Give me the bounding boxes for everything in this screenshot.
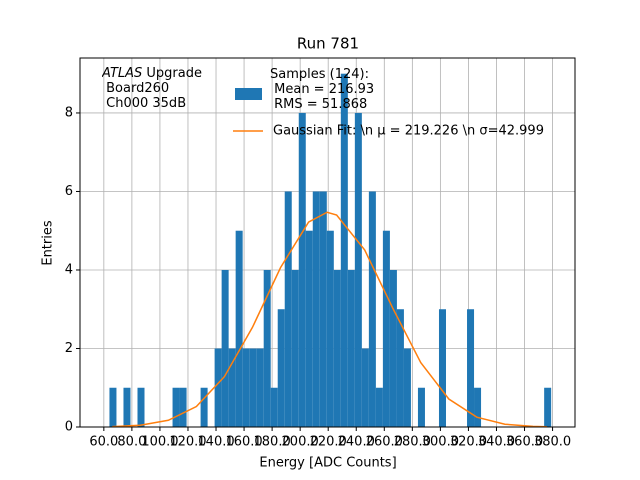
x-tick-label: 360.0 [506,435,543,450]
bar [467,309,475,427]
annotation-italic: ATLAS [102,66,143,81]
x-tick-label: 140.0 [197,435,234,450]
bar [396,309,404,427]
x-tick-label: 60.0 [89,435,118,450]
bar [137,387,145,427]
legend-label: Gaussian Fit: \n μ = 219.226 \n σ=42.999 [273,124,544,139]
bar [347,269,355,427]
bar [179,387,187,427]
bar [417,387,425,427]
bar [242,348,250,427]
bar [333,269,341,427]
bar [109,387,117,427]
x-tick-label: 120.0 [169,435,206,450]
legend-swatch [235,88,262,100]
chart-title: Run 781 [297,35,359,53]
x-tick-label: 260.0 [366,435,403,450]
annotation-text: Upgrade Board260 Ch000 35dB [106,66,202,111]
bar [235,230,243,427]
y-tick-label: 2 [65,341,73,356]
x-tick-label: 380.0 [534,435,571,450]
x-tick-label: 200.0 [282,435,319,450]
bar [340,73,348,428]
x-tick-label: 80.0 [117,435,146,450]
bar [284,191,292,427]
bar [474,387,482,427]
bar [305,230,313,427]
bar [291,269,299,427]
bar [200,387,208,427]
bar [270,387,278,427]
bar [326,230,334,427]
bar [172,387,180,427]
bar [312,191,320,427]
plot-frame [79,57,576,428]
bar [382,230,390,427]
x-tick-label: 280.0 [394,435,431,450]
annotation: ATLAS Upgrade Board260 Ch000 35dB [102,66,242,111]
bar [354,112,362,427]
bar [368,191,376,427]
legend-box: Samples (124): Mean = 216.93 RMS = 51.86… [270,67,375,112]
x-tick-label: 320.0 [450,435,487,450]
y-tick-label: 8 [65,105,73,120]
bar [256,348,264,427]
x-axis-label: Energy [ADC Counts] [259,456,396,471]
bar [375,387,383,427]
x-tick-label: 180.0 [254,435,291,450]
y-tick-label: 6 [65,184,73,199]
x-tick-label: 300.0 [422,435,459,450]
bar [438,309,446,427]
bar [298,112,306,427]
x-tick-label: 240.0 [338,435,375,450]
legend-label: Samples (124): Mean = 216.93 RMS = 51.86… [270,67,375,112]
bar [123,387,131,427]
y-axis-label: Entries [41,220,56,266]
x-tick-label: 340.0 [478,435,515,450]
bar [544,387,552,427]
bar [263,269,271,427]
bar [221,269,229,427]
bar [403,348,411,427]
y-tick-label: 0 [65,420,73,435]
annotation-box: ATLAS Upgrade Board260 Ch000 35dB [102,66,242,111]
fit-line [112,211,547,428]
x-tick-label: 100.0 [141,435,178,450]
bar [361,348,369,427]
bar [389,269,397,427]
bar [319,191,327,427]
bar [228,348,236,427]
bar [277,309,285,427]
x-tick-label: 220.0 [310,435,347,450]
y-tick-label: 4 [65,262,73,277]
x-tick-label: 160.0 [225,435,262,450]
bar [214,348,222,427]
bar [249,348,257,427]
